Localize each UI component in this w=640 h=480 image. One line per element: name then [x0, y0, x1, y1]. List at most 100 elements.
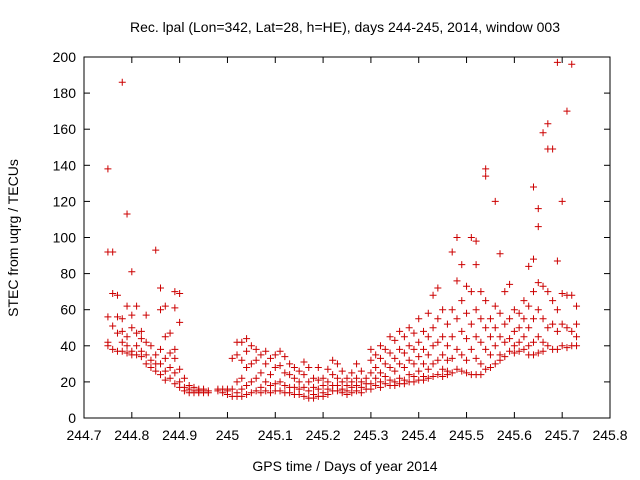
data-point — [176, 318, 184, 326]
data-point — [482, 365, 490, 373]
data-point — [477, 360, 485, 368]
data-point — [448, 333, 456, 341]
data-point — [171, 354, 179, 362]
data-point — [233, 351, 241, 359]
data-point — [281, 369, 289, 377]
x-tick-label: 245.2 — [306, 427, 341, 443]
data-point — [515, 338, 523, 346]
data-point — [405, 356, 413, 364]
data-point — [113, 329, 121, 337]
data-point — [520, 315, 528, 323]
data-point — [109, 322, 117, 330]
data-point — [463, 369, 471, 377]
data-point — [252, 387, 260, 395]
data-point — [443, 342, 451, 350]
data-point — [415, 367, 423, 375]
data-point — [166, 363, 174, 371]
data-point — [482, 345, 490, 353]
data-point — [228, 385, 236, 393]
data-point — [429, 324, 437, 332]
y-tick-label: 180 — [53, 85, 77, 101]
data-point — [534, 349, 542, 357]
data-point — [420, 327, 428, 335]
data-point — [396, 345, 404, 353]
data-point — [137, 353, 145, 361]
data-point — [563, 344, 571, 352]
data-point — [510, 327, 518, 335]
data-point — [453, 365, 461, 373]
data-point — [118, 338, 126, 346]
data-point — [573, 342, 581, 350]
data-point — [568, 327, 576, 335]
data-point — [171, 369, 179, 377]
data-point — [486, 315, 494, 323]
data-point — [290, 374, 298, 382]
data-point — [137, 327, 145, 335]
data-point — [568, 291, 576, 299]
data-point — [506, 347, 514, 355]
x-tick-label: 244.8 — [114, 427, 149, 443]
data-point — [415, 353, 423, 361]
data-point — [563, 107, 571, 115]
data-point — [376, 369, 384, 377]
data-point — [252, 356, 260, 364]
data-point — [257, 389, 265, 397]
data-point — [238, 356, 246, 364]
data-point — [501, 338, 509, 346]
x-tick-label: 245.4 — [401, 427, 436, 443]
data-point — [357, 389, 365, 397]
data-point — [443, 371, 451, 379]
data-point — [252, 374, 260, 382]
data-point — [276, 362, 284, 370]
data-point — [271, 380, 279, 388]
data-point — [372, 382, 380, 390]
data-point — [157, 360, 165, 368]
data-point — [486, 351, 494, 359]
data-point — [544, 120, 552, 128]
data-point — [420, 345, 428, 353]
data-point — [410, 360, 418, 368]
data-point — [506, 315, 514, 323]
data-point — [501, 353, 509, 361]
data-point — [386, 363, 394, 371]
data-point — [410, 345, 418, 353]
data-point — [501, 288, 509, 296]
data-point — [142, 360, 150, 368]
data-point — [506, 335, 514, 343]
data-point — [553, 58, 561, 66]
data-point — [219, 389, 227, 397]
data-point — [300, 383, 308, 391]
x-axis-title: GPS time / Days of year 2014 — [252, 458, 437, 474]
data-point — [491, 324, 499, 332]
data-point — [157, 345, 165, 353]
data-point — [486, 363, 494, 371]
data-point — [467, 288, 475, 296]
y-tick-label: 160 — [53, 121, 77, 137]
data-point — [420, 360, 428, 368]
data-point — [491, 342, 499, 350]
data-point — [247, 342, 255, 350]
data-point — [367, 345, 375, 353]
data-point — [391, 354, 399, 362]
data-point — [243, 382, 251, 390]
data-point — [515, 309, 523, 317]
data-point — [338, 389, 346, 397]
data-point — [453, 277, 461, 285]
data-point — [405, 342, 413, 350]
data-point — [553, 327, 561, 335]
data-point — [482, 324, 490, 332]
data-points — [104, 58, 581, 402]
data-point — [171, 288, 179, 296]
data-point — [400, 349, 408, 357]
data-point — [367, 369, 375, 377]
data-point — [367, 356, 375, 364]
data-point — [439, 351, 447, 359]
data-point — [510, 349, 518, 357]
data-point — [300, 371, 308, 379]
data-point — [424, 374, 432, 382]
data-point — [448, 369, 456, 377]
data-point — [324, 378, 332, 386]
x-tick-label: 245.7 — [545, 427, 580, 443]
data-point — [496, 333, 504, 341]
